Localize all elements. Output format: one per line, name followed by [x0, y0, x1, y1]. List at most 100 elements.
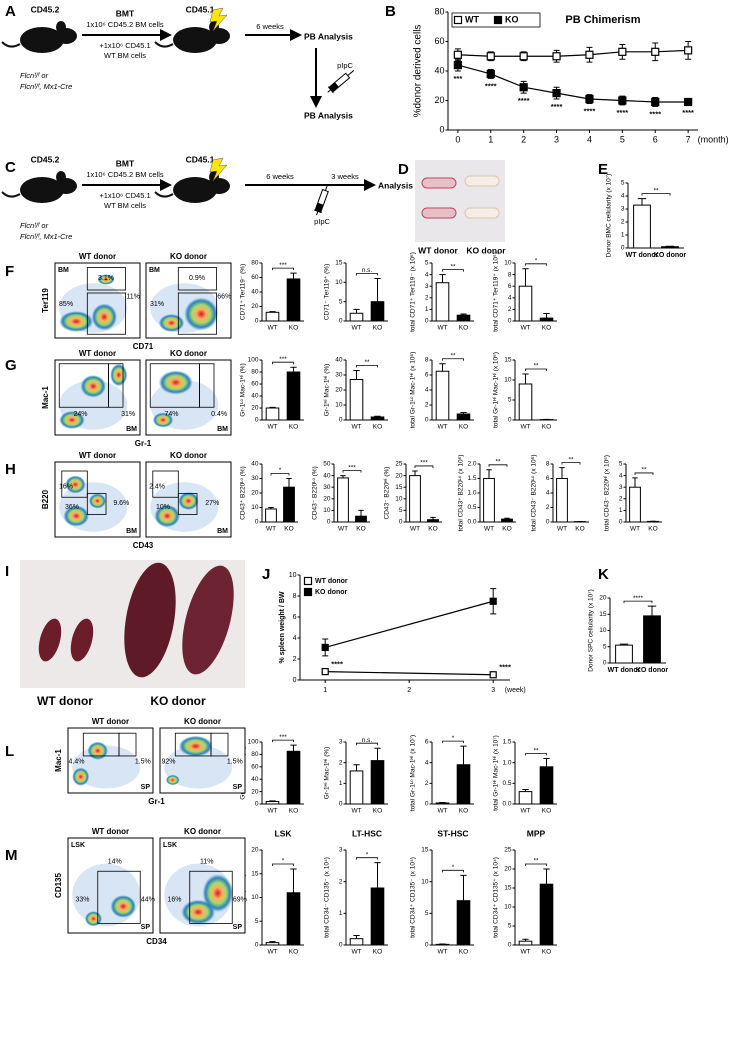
y-tick-label: 15 [599, 611, 607, 618]
significance-bracket [442, 869, 464, 873]
bar [370, 301, 385, 322]
y-tick-label: 5 [399, 507, 403, 514]
label: Flcnᶠ/ᶠ or [20, 221, 49, 230]
density [59, 311, 94, 332]
sample-title: WT donor [79, 252, 116, 261]
bar [370, 416, 385, 421]
y-tick-label: 0 [255, 519, 259, 526]
density [80, 375, 106, 398]
y-tick-label: 5 [425, 260, 429, 267]
density [178, 735, 213, 757]
error-bar [374, 415, 381, 417]
x-tick-label: KO [459, 424, 468, 431]
error-bar [340, 475, 346, 478]
y-tick-label: 0.5 [502, 780, 511, 787]
panel-label: M [5, 847, 18, 864]
photo-bones: WT donor KO donor [415, 160, 506, 255]
y-axis-label: total Gr-1ᴸᵒ Mac-1ᴴⁱ (x 10⁶) [409, 352, 417, 429]
error-bar [353, 764, 360, 771]
y-tick-label: 40 [323, 472, 331, 479]
syringe [313, 184, 329, 216]
label: 6 weeks [266, 172, 294, 181]
x-tick-label: WT donor [608, 667, 641, 674]
bar [456, 413, 471, 421]
annotation: *** [453, 74, 462, 83]
y-tick-label: 0 [508, 942, 512, 949]
x-tick-label: 3 [491, 687, 495, 694]
y-tick-label: 1 [339, 780, 343, 787]
x-tick-label: WT [437, 949, 447, 956]
x-tick-label: WT [351, 808, 361, 815]
label: PB Analysis [304, 110, 353, 120]
corner-label: LSK [71, 842, 85, 849]
significance-bracket [272, 361, 294, 365]
mouse-ear [56, 21, 66, 33]
significance: n.s. [362, 267, 373, 274]
y-tick-label: 2 [546, 504, 550, 511]
significance: * [452, 735, 455, 742]
label: 3 weeks [331, 172, 359, 181]
corner-label: BM [126, 426, 137, 433]
y-tick-label: 8 [508, 271, 512, 278]
y-tick-label: 15 [504, 885, 512, 892]
density [72, 767, 90, 786]
significance: ** [450, 352, 456, 359]
label: CD45.1 [186, 154, 215, 164]
y-tick-label: 100 [248, 357, 259, 364]
x-tick-label: WT [351, 325, 361, 332]
y-axis-label: Ter119 [41, 288, 50, 313]
error-bar [619, 643, 629, 646]
corner-label: BM [126, 528, 137, 535]
gate-percent: 66% [217, 294, 231, 301]
significance: * [279, 467, 282, 474]
y-tick-label: 20 [434, 95, 444, 105]
density [158, 370, 193, 395]
bar [518, 791, 533, 805]
y-tick-label: 0 [255, 942, 259, 949]
y-tick-label: 10 [395, 496, 403, 503]
error-bar [522, 789, 529, 792]
y-tick-label: 60 [251, 274, 259, 281]
annotation: **** [518, 96, 530, 105]
y-tick-label: 15 [421, 847, 429, 854]
y-axis-label: CD71⁻ Ter119⁺ (%) [324, 264, 331, 320]
error-bar [522, 938, 529, 942]
sample-title: KO donor [184, 717, 221, 726]
x-tick-label: KO [373, 424, 382, 431]
y-tick-label: 10 [421, 878, 429, 885]
x-axis-label: CD34 [146, 937, 167, 946]
x-tick-label: KO [542, 949, 551, 956]
photo-label: WT donor [418, 245, 458, 255]
gate-percent: 27% [205, 500, 219, 507]
bar [456, 900, 471, 946]
panel-label: C [5, 159, 16, 176]
marker [321, 643, 329, 652]
sample-title: WT donor [79, 349, 116, 358]
bar [370, 760, 385, 805]
label: Flcnᶠ/ᶠ, Mx1-Cre [20, 232, 72, 241]
y-tick-label: 10 [504, 904, 512, 911]
y-tick-label: 2 [339, 878, 343, 885]
error-bar [353, 370, 360, 380]
error-bar [504, 517, 510, 520]
significance: ** [533, 858, 539, 865]
x-tick-label: WT [520, 325, 530, 332]
panel-label: D [398, 161, 409, 178]
y-tick-label: 15 [395, 484, 403, 491]
density [63, 505, 89, 527]
label: BMT [116, 8, 135, 18]
significance: ** [495, 459, 501, 466]
marker [618, 96, 627, 105]
error-bar [439, 274, 446, 283]
gate-percent: 9.6% [113, 500, 129, 507]
annotation: **** [649, 109, 661, 118]
label: 1x10⁶ CD45.2 BM cells [86, 170, 164, 179]
y-tick-label: 0 [439, 124, 444, 134]
error-bar [647, 605, 657, 616]
x-tick-label: WT [351, 949, 361, 956]
error-bar [637, 198, 647, 206]
y-axis-label: Gr-1ᴴⁱ Mac-1ᴴⁱ (%) [323, 364, 331, 417]
panel-label: G [5, 357, 17, 374]
chart-title: ST-HSC [437, 828, 468, 838]
